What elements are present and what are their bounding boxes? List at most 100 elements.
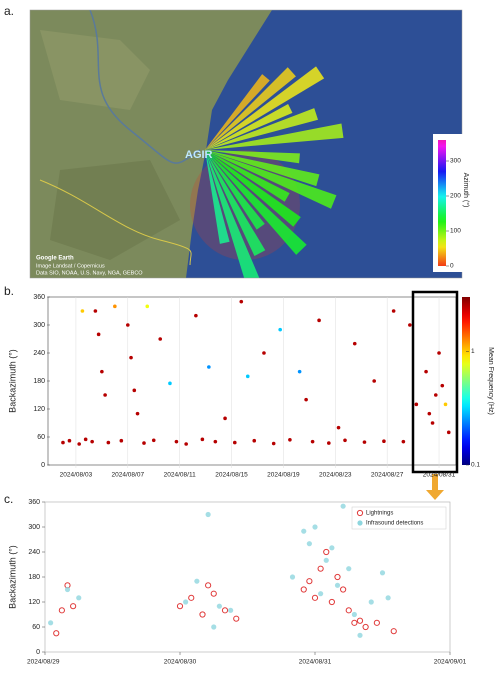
point bbox=[93, 309, 98, 313]
point bbox=[183, 599, 189, 605]
x-tick-label: 2024/08/07 bbox=[112, 472, 145, 479]
x-tick-label: 2024/08/11 bbox=[164, 472, 196, 479]
azimuth-ray bbox=[205, 150, 320, 187]
point bbox=[357, 632, 363, 638]
point bbox=[356, 617, 364, 624]
panel-label: b. bbox=[4, 284, 14, 298]
point bbox=[310, 439, 315, 444]
point bbox=[176, 603, 184, 610]
point bbox=[126, 323, 130, 327]
point bbox=[76, 595, 82, 601]
x-tick-label: 2024/08/15 bbox=[215, 472, 248, 479]
point bbox=[390, 628, 397, 635]
x-tick-label: 2024/08/03 bbox=[60, 472, 93, 479]
point bbox=[132, 388, 137, 393]
point bbox=[239, 299, 244, 304]
point bbox=[145, 304, 150, 309]
point bbox=[443, 402, 448, 407]
site-label: AGIR bbox=[185, 149, 213, 161]
point bbox=[368, 599, 374, 605]
point bbox=[211, 624, 217, 630]
point bbox=[174, 439, 179, 444]
point bbox=[401, 439, 406, 444]
panel-label: a. bbox=[4, 4, 14, 18]
azimuth-ray bbox=[205, 150, 290, 202]
y-tick-label: 180 bbox=[33, 378, 45, 385]
colorbar-label: Azimuth (°) bbox=[462, 173, 470, 208]
point bbox=[362, 623, 369, 631]
point bbox=[345, 607, 352, 614]
point bbox=[304, 397, 308, 402]
point bbox=[200, 437, 205, 442]
point bbox=[119, 438, 124, 443]
point bbox=[327, 441, 331, 445]
point bbox=[271, 441, 276, 446]
point bbox=[61, 440, 65, 445]
colorbar-tick-label: 1 bbox=[471, 348, 475, 355]
point bbox=[83, 437, 88, 442]
point bbox=[334, 582, 341, 588]
y-axis-label: Backazimuth (°) bbox=[7, 349, 17, 413]
x-tick-label: 2024/08/23 bbox=[319, 472, 352, 479]
point bbox=[311, 594, 319, 601]
point bbox=[382, 439, 386, 444]
plot-frame bbox=[47, 296, 457, 466]
point bbox=[77, 442, 81, 446]
point bbox=[210, 590, 217, 597]
point bbox=[213, 439, 218, 444]
border bbox=[39, 179, 192, 266]
point bbox=[373, 619, 380, 626]
x-tick-label: 2024/08/27 bbox=[371, 472, 404, 479]
azimuth-ray bbox=[205, 150, 265, 230]
point bbox=[446, 430, 451, 435]
point bbox=[318, 591, 324, 597]
point bbox=[135, 411, 140, 416]
panel-label: c. bbox=[4, 492, 13, 506]
point bbox=[207, 365, 211, 369]
point bbox=[252, 438, 257, 443]
point bbox=[96, 332, 101, 337]
y-tick-label: 60 bbox=[32, 624, 40, 631]
azimuth-ray bbox=[205, 150, 230, 244]
point bbox=[430, 421, 435, 425]
azimuth-ray bbox=[205, 150, 300, 164]
point bbox=[184, 442, 188, 446]
point bbox=[329, 545, 335, 551]
point bbox=[433, 393, 438, 397]
point bbox=[351, 619, 358, 626]
point bbox=[205, 511, 211, 518]
point bbox=[67, 438, 72, 443]
point bbox=[340, 503, 346, 509]
point bbox=[262, 351, 266, 355]
point bbox=[336, 425, 341, 430]
azimuth-ray bbox=[205, 150, 337, 209]
point bbox=[352, 341, 357, 346]
point bbox=[168, 381, 172, 386]
point bbox=[278, 327, 282, 332]
point bbox=[317, 565, 324, 572]
colorbar-tick-label: 300 bbox=[450, 158, 461, 165]
point bbox=[194, 313, 198, 318]
x-tick-label: 2024/08/30 bbox=[164, 659, 197, 666]
point bbox=[328, 598, 335, 606]
arrow bbox=[426, 474, 444, 500]
legend-label: Lightnings bbox=[366, 511, 393, 517]
point bbox=[334, 573, 341, 581]
point bbox=[233, 615, 240, 622]
point bbox=[427, 411, 432, 416]
azimuth-ray bbox=[205, 108, 319, 150]
point bbox=[158, 337, 163, 341]
x-tick-label: 2024/09/01 bbox=[434, 659, 467, 666]
point bbox=[385, 595, 391, 601]
azimuth-ray bbox=[205, 150, 301, 227]
point bbox=[301, 528, 307, 534]
x-tick-label: 2024/08/31 bbox=[299, 659, 332, 666]
point bbox=[440, 383, 445, 388]
point bbox=[232, 440, 237, 445]
y-tick-label: 60 bbox=[37, 434, 45, 441]
point bbox=[103, 393, 107, 397]
point bbox=[323, 548, 330, 556]
point bbox=[343, 438, 347, 443]
azimuth-ray bbox=[205, 103, 293, 150]
